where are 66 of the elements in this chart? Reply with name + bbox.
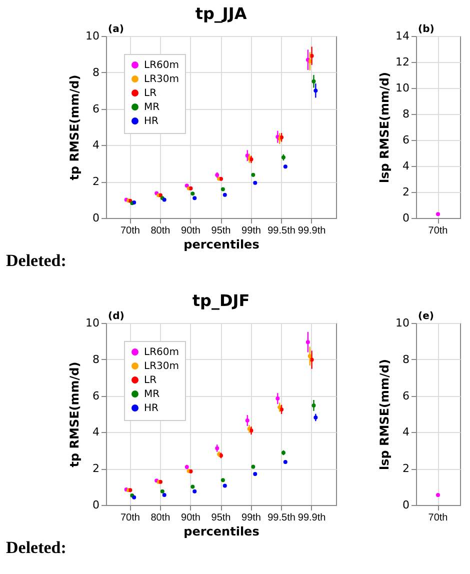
legend-label: MR (144, 389, 160, 400)
y-axis-title: lsp RMSE(mm/d) (378, 359, 392, 470)
y-tick-label: 2 (402, 462, 410, 476)
legend-label: LR60m (144, 60, 179, 71)
y-tick-label: 12 (396, 56, 410, 68)
text: Deleted: (6, 538, 66, 557)
legend-label: LR (144, 375, 157, 386)
y-tick-label: 6 (402, 134, 410, 146)
x-tick-label: 95th (211, 226, 231, 236)
y-tick-label: 6 (92, 102, 100, 116)
text: (b) (418, 24, 434, 35)
x-tick-label: 70th (428, 226, 448, 236)
chart-title: tp_JJA (195, 4, 248, 23)
y-tick-label: 14 (396, 30, 410, 42)
x-tick-label: 70th (120, 512, 140, 524)
y-tick-label: 0 (92, 498, 100, 512)
x-tick-label: 99.9th (298, 226, 326, 236)
x-tick-label: 99.5th (268, 512, 296, 524)
text: (e) (418, 311, 434, 322)
y-tick-label: 6 (402, 389, 410, 402)
x-tick-label: 99th (242, 226, 261, 236)
legend-label: LR60m (144, 347, 179, 358)
y-tick-label: 8 (402, 108, 410, 120)
legend-label: LR (144, 88, 157, 99)
x-tick-label: 99.5th (268, 226, 296, 236)
y-tick-label: 4 (402, 160, 410, 172)
text: (d) (108, 311, 124, 322)
y-tick-label: 8 (92, 66, 100, 79)
x-tick-label: 80th (150, 512, 170, 524)
y-tick-label: 4 (402, 426, 410, 439)
legend-label: HR (144, 116, 159, 127)
legend-label: LR30m (144, 74, 179, 85)
y-tick-label: 10 (396, 316, 410, 330)
x-tick-label: 70th (428, 512, 448, 524)
y-axis-title: lsp RMSE(mm/d) (378, 72, 392, 183)
y-axis-title: tp RMSE(mm/d) (68, 362, 82, 468)
y-tick-label: 2 (92, 462, 100, 476)
y-tick-label: 0 (402, 498, 410, 512)
y-tick-label: 0 (402, 212, 410, 224)
text: (a) (108, 24, 124, 35)
x-axis-title: percentiles (184, 524, 260, 538)
y-tick-label: 10 (86, 316, 100, 330)
x-tick-label: 99.9th (298, 512, 326, 524)
y-tick-label: 8 (92, 352, 100, 366)
y-tick-label: 4 (92, 426, 100, 439)
x-tick-label: 70th (120, 226, 140, 236)
y-tick-label: 2 (402, 186, 410, 198)
legend-label: HR (144, 403, 159, 414)
y-tick-label: 6 (92, 389, 100, 402)
x-tick-label: 90th (181, 226, 200, 236)
chart-title: tp_DJF (192, 291, 250, 310)
y-tick-label: 0 (92, 212, 100, 224)
y-tick-label: 10 (396, 82, 410, 94)
x-tick-label: 90th (181, 512, 200, 524)
x-tick-label: 99th (242, 512, 261, 524)
legend-label: LR30m (144, 361, 179, 372)
y-tick-label: 8 (402, 352, 410, 366)
y-axis-title: tp RMSE(mm/d) (68, 74, 82, 180)
text: Deleted: (6, 251, 66, 270)
y-tick-label: 2 (92, 175, 100, 188)
x-tick-label: 95th (211, 512, 231, 524)
legend-label: MR (144, 102, 160, 113)
y-tick-label: 10 (86, 30, 100, 42)
x-tick-label: 80th (150, 226, 170, 236)
x-axis-title: percentiles (184, 238, 260, 252)
y-tick-label: 4 (92, 138, 100, 152)
